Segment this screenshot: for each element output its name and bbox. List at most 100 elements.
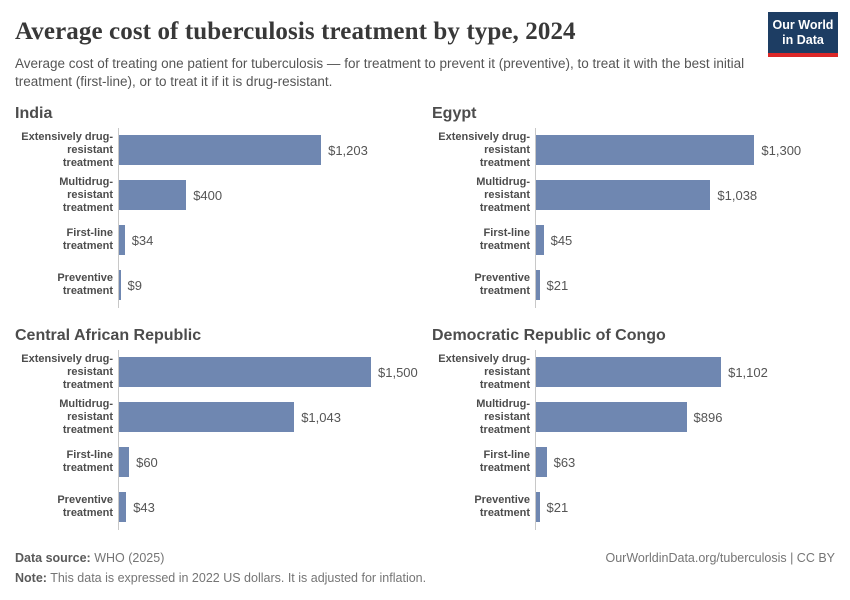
category-label: First-line treatment bbox=[479, 227, 530, 253]
bar-row: Extensively drug-resistant treatment $1,2… bbox=[15, 127, 418, 173]
bar-row: First-line treatment $60 bbox=[15, 439, 418, 485]
plot-area: $1,038 bbox=[535, 172, 835, 218]
bar-row: Preventive treatment $9 bbox=[15, 262, 418, 308]
category-label: Preventive treatment bbox=[474, 272, 530, 298]
plot-area: $1,203 bbox=[118, 127, 418, 173]
bar bbox=[119, 357, 371, 388]
plot-area: $1,043 bbox=[118, 394, 418, 440]
facet-rows: Extensively drug-resistant treatment $1,2… bbox=[15, 127, 418, 308]
owid-logo-line2: in Data bbox=[782, 32, 824, 47]
category-label: First-line treatment bbox=[479, 449, 530, 475]
value-label: $60 bbox=[136, 454, 158, 470]
bar bbox=[536, 357, 722, 388]
bar-row: Preventive treatment $43 bbox=[15, 484, 418, 530]
value-label: $1,102 bbox=[728, 364, 768, 380]
value-label: $45 bbox=[550, 232, 573, 248]
chart-footer: Data source: WHO (2025) Note: This data … bbox=[15, 548, 835, 588]
category-label: Multidrug-resistant treatment bbox=[476, 397, 530, 436]
category-label: Extensively drug-resistant treatment bbox=[21, 130, 113, 169]
value-label: $21 bbox=[546, 499, 569, 515]
note-text: This data is expressed in 2022 US dollar… bbox=[46, 571, 427, 585]
facet-title: Democratic Republic of Congo bbox=[432, 326, 666, 344]
value-label: $400 bbox=[193, 187, 223, 203]
category-label: First-line treatment bbox=[62, 227, 113, 253]
chart-header: Average cost of tuberculosis treatment b… bbox=[15, 12, 838, 91]
facet-title: Central African Republic bbox=[15, 326, 202, 344]
bar-row: Extensively drug-resistant treatment $1,3… bbox=[432, 127, 835, 173]
value-label: $1,203 bbox=[328, 142, 368, 158]
value-label: $43 bbox=[133, 499, 155, 515]
plot-area: $1,300 bbox=[535, 127, 835, 173]
value-label: $1,043 bbox=[301, 409, 341, 425]
category-label: Multidrug-resistant treatment bbox=[59, 397, 113, 436]
bar bbox=[119, 270, 121, 301]
value-label: $1,038 bbox=[717, 187, 758, 203]
bar bbox=[119, 135, 322, 166]
bar-row: Preventive treatment $21 bbox=[432, 484, 835, 530]
category-label: Extensively drug-resistant treatment bbox=[21, 352, 113, 391]
bar bbox=[536, 225, 544, 256]
bar-row: First-line treatment $45 bbox=[432, 217, 835, 263]
plot-area: $43 bbox=[118, 484, 418, 530]
chart-title: Average cost of tuberculosis treatment b… bbox=[15, 18, 576, 45]
bar bbox=[119, 402, 295, 433]
plot-area: $60 bbox=[118, 439, 418, 485]
facet-rows: Extensively drug-resistant treatment $1,3… bbox=[432, 127, 835, 308]
facet-panel: India Extensively drug-resistant treatme… bbox=[15, 105, 418, 308]
facet-panel: Egypt Extensively drug-resistant treatme… bbox=[432, 105, 835, 308]
footer-link[interactable]: OurWorldinData.org/tuberculosis | CC BY bbox=[605, 551, 836, 565]
value-label: $896 bbox=[693, 409, 723, 425]
plot-area: $1,102 bbox=[535, 349, 835, 395]
facet-rows: Extensively drug-resistant treatment $1,1… bbox=[432, 349, 835, 530]
bar bbox=[536, 180, 711, 211]
value-label: $1,500 bbox=[378, 364, 418, 380]
footer-source-line: Data source: WHO (2025) bbox=[15, 548, 835, 568]
value-label: $1,300 bbox=[761, 142, 802, 158]
bar bbox=[536, 492, 540, 523]
facet-panel: Democratic Republic of Congo Extensively… bbox=[432, 327, 835, 530]
category-label: Extensively drug-resistant treatment bbox=[438, 352, 530, 391]
bar-row: Extensively drug-resistant treatment $1,5… bbox=[15, 349, 418, 395]
plot-area: $1,500 bbox=[118, 349, 418, 395]
category-label: Multidrug-resistant treatment bbox=[59, 175, 113, 214]
plot-area: $9 bbox=[118, 262, 418, 308]
plot-area: $896 bbox=[535, 394, 835, 440]
bar bbox=[536, 135, 755, 166]
facet-panel: Central African Republic Extensively dru… bbox=[15, 327, 418, 530]
owid-logo[interactable]: Our World in Data bbox=[768, 12, 838, 57]
source-text: WHO (2025) bbox=[90, 551, 165, 565]
plot-area: $45 bbox=[535, 217, 835, 263]
bar-row: First-line treatment $34 bbox=[15, 217, 418, 263]
value-label: $34 bbox=[131, 232, 154, 248]
bar bbox=[536, 270, 540, 301]
bar bbox=[119, 180, 187, 211]
category-label: Preventive treatment bbox=[57, 272, 113, 298]
note-label: Note: bbox=[15, 571, 47, 585]
category-label: Extensively drug-resistant treatment bbox=[438, 130, 530, 169]
category-label: First-line treatment bbox=[62, 449, 113, 475]
plot-area: $34 bbox=[118, 217, 418, 263]
bar-row: Multidrug-resistant treatment $896 bbox=[432, 394, 835, 440]
bar bbox=[119, 492, 127, 523]
plot-area: $63 bbox=[535, 439, 835, 485]
value-label: $63 bbox=[553, 454, 576, 470]
bar-row: Multidrug-resistant treatment $1,043 bbox=[15, 394, 418, 440]
footer-note-line: Note: This data is expressed in 2022 US … bbox=[15, 568, 835, 588]
plot-area: $21 bbox=[535, 484, 835, 530]
bar-row: Extensively drug-resistant treatment $1,1… bbox=[432, 349, 835, 395]
plot-area: $21 bbox=[535, 262, 835, 308]
bar-row: Multidrug-resistant treatment $400 bbox=[15, 172, 418, 218]
category-label: Multidrug-resistant treatment bbox=[476, 175, 530, 214]
facet-grid: India Extensively drug-resistant treatme… bbox=[15, 105, 835, 530]
value-label: $9 bbox=[127, 277, 142, 293]
bar-row: Multidrug-resistant treatment $1,038 bbox=[432, 172, 835, 218]
source-label: Data source: bbox=[15, 551, 91, 565]
bar-row: First-line treatment $63 bbox=[432, 439, 835, 485]
value-label: $21 bbox=[546, 277, 569, 293]
bar bbox=[119, 225, 125, 256]
facet-rows: Extensively drug-resistant treatment $1,5… bbox=[15, 349, 418, 530]
bar bbox=[119, 447, 130, 478]
bar-row: Preventive treatment $21 bbox=[432, 262, 835, 308]
owid-logo-line1: Our World bbox=[772, 18, 834, 32]
